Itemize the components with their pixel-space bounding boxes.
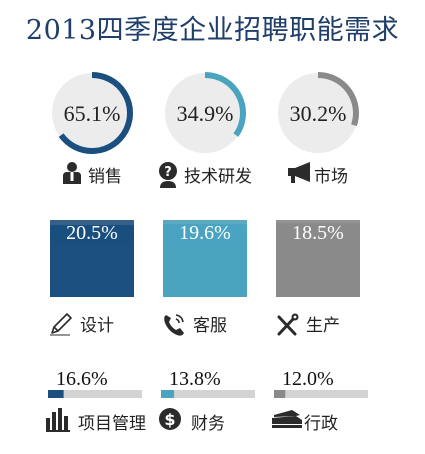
phone-icon: [164, 314, 184, 336]
box-header: [276, 220, 360, 244]
box-value: 19.6%: [179, 222, 231, 244]
bar-value: 12.0%: [282, 368, 334, 390]
bar-fill: [48, 390, 64, 398]
salesperson-icon: [63, 162, 81, 184]
ring-label: 销售: [88, 167, 122, 187]
ring-label: 市场: [314, 167, 348, 187]
bar-label: 项目管理: [78, 414, 146, 434]
svg-text:?: ?: [164, 165, 172, 180]
bar-chart-icon: [46, 408, 70, 432]
bar-fill: [274, 390, 286, 398]
ring-value: 30.2%: [290, 101, 347, 126]
bar-track: [48, 390, 142, 398]
box-header: [163, 220, 247, 244]
ring-arc: [317, 72, 359, 127]
megaphone-icon: [288, 162, 310, 183]
ring-label: 技术研发: [184, 167, 252, 187]
bar-track: [161, 390, 255, 398]
box-label: 生产: [306, 316, 340, 336]
bar-value: 16.6%: [56, 368, 108, 390]
ring-disc: [278, 73, 358, 153]
ring-disc: [52, 73, 132, 153]
box-value: 18.5%: [292, 222, 344, 244]
bar-label: 行政: [304, 414, 338, 434]
box-label: 客服: [193, 316, 227, 336]
svg-text:$: $: [164, 410, 175, 429]
bar-fill: [161, 390, 174, 398]
box-label: 设计: [80, 316, 114, 336]
page-title: 2013四季度企业招聘职能需求: [25, 15, 400, 46]
bar-label: 财务: [191, 414, 225, 434]
box-value: 20.5%: [66, 222, 118, 244]
stapler-icon: [272, 410, 302, 428]
pencil-icon: [50, 313, 72, 336]
box-header: [50, 220, 134, 244]
ring-value: 34.9%: [177, 101, 234, 126]
ring-value: 65.1%: [64, 101, 121, 126]
bar-value: 13.8%: [169, 368, 221, 390]
ring-arc: [204, 72, 246, 137]
tools-icon: [277, 313, 299, 336]
bar-track: [274, 390, 368, 398]
ring-disc: [165, 73, 245, 153]
dollar-icon: $: [159, 408, 181, 430]
question-person-icon: ?: [159, 162, 177, 188]
ring-arc: [58, 72, 133, 154]
